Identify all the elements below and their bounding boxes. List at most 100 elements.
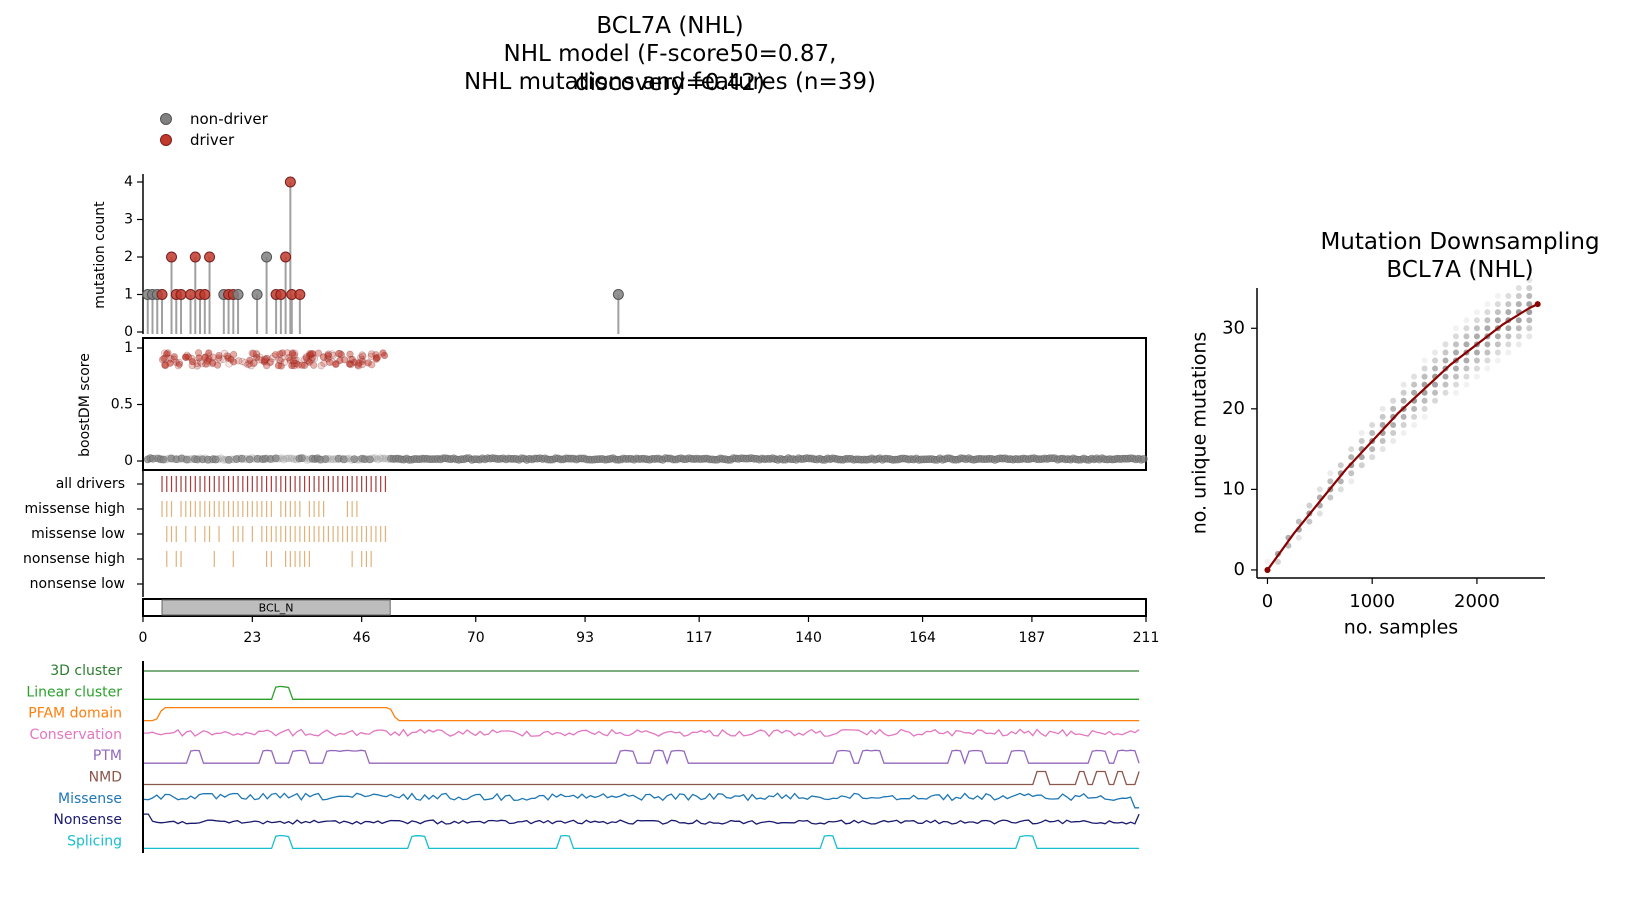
feature-line <box>144 813 1140 825</box>
downsampling-point <box>1432 349 1439 356</box>
boostdm-driver-point <box>359 352 367 360</box>
boostdm-driver-point <box>193 362 201 370</box>
boostdm-driver-point <box>347 360 355 369</box>
downsampling-point <box>1484 341 1491 348</box>
lollipop-driver-point <box>284 176 296 188</box>
boostdm-nondriver-point <box>298 454 306 463</box>
boostdm-ytick-label: 0.5 <box>111 397 133 413</box>
boostdm-driver-point <box>245 360 253 368</box>
downsampling-point <box>1421 373 1428 380</box>
downsampling-point <box>1327 470 1334 477</box>
boostdm-nondriver-point <box>326 455 335 464</box>
boostdm-driver-point <box>203 357 212 365</box>
boostdm-nondriver-point <box>271 454 280 463</box>
downsampling-xtick-label: 0 <box>1262 591 1273 612</box>
boostdm-driver-point <box>276 350 284 358</box>
downsampling-point <box>1452 341 1459 348</box>
downsampling-point <box>1337 486 1344 493</box>
boostdm-driver-point <box>329 351 337 360</box>
lollipop-driver-point <box>156 289 168 300</box>
boostdm-driver-point <box>198 360 206 368</box>
downsampling-point <box>1348 470 1355 477</box>
downsampling-point <box>1463 333 1470 340</box>
domain-label: BCL_N <box>259 602 294 615</box>
boostdm-driver-point <box>290 359 298 368</box>
track-label: nonsense low <box>30 576 125 592</box>
x-tick-label: 0 <box>139 630 148 646</box>
downsampling-point <box>1337 462 1344 469</box>
boostdm-driver-point <box>309 350 317 358</box>
boostdm-driver-point <box>253 353 261 362</box>
downsampling-point <box>1379 413 1386 420</box>
downsampling-point <box>1442 373 1449 380</box>
downsampling-point <box>1432 389 1439 396</box>
downsampling-point <box>1411 413 1418 420</box>
downsampling-point <box>1473 357 1480 364</box>
boostdm-driver-point <box>175 358 183 366</box>
boostdm-driver-point <box>170 353 178 361</box>
downsampling-point <box>1473 317 1480 324</box>
boostdm-driver-point <box>166 359 174 367</box>
boostdm-driver-point <box>317 362 325 370</box>
boostdm-driver-point <box>220 349 229 357</box>
downsampling-point <box>1432 357 1439 364</box>
downsampling-point <box>1515 341 1522 348</box>
downsampling-point <box>1463 381 1470 388</box>
boostdm-driver-point <box>328 350 336 358</box>
downsampling-point <box>1306 502 1313 509</box>
x-tick-label: 23 <box>243 630 261 646</box>
boostdm-driver-point <box>290 362 298 370</box>
downsampling-point <box>1348 454 1355 461</box>
legend-label-driver: driver <box>190 130 235 149</box>
boostdm-nondriver-point <box>214 455 223 464</box>
boostdm-driver-point <box>188 361 196 370</box>
downsampling-point <box>1473 349 1480 356</box>
feature-label: Missense <box>58 791 122 807</box>
downsampling-point <box>1400 389 1407 396</box>
lollipop-driver-point <box>275 289 287 300</box>
downsampling-point <box>1526 285 1533 291</box>
feature-line <box>144 834 1140 850</box>
boostdm-nondriver-point <box>376 454 385 463</box>
downsampling-point <box>1348 478 1355 485</box>
boostdm-driver-point <box>182 353 190 361</box>
downsampling-point <box>1316 510 1323 517</box>
downsampling-point <box>1494 309 1501 316</box>
boostdm-driver-point <box>291 356 299 365</box>
boostdm-driver-point <box>188 358 197 366</box>
boostdm-driver-point <box>358 351 366 359</box>
downsampling-point <box>1494 357 1501 364</box>
downsampling-point <box>1295 534 1302 541</box>
boostdm-driver-point <box>175 360 184 368</box>
boostdm-driver-point <box>355 359 363 367</box>
boostdm-driver-point <box>332 360 340 368</box>
downsampling-point <box>1432 381 1439 388</box>
x-tick-label: 117 <box>686 630 713 646</box>
downsampling-trend-start <box>1264 566 1271 573</box>
downsampling-title-line2: BCL7A (NHL) <box>1386 257 1534 283</box>
downsampling-point <box>1400 421 1407 428</box>
lollipop-nondriver-point <box>612 289 624 300</box>
boostdm-driver-point <box>246 356 254 364</box>
downsampling-point <box>1264 558 1271 565</box>
downsampling-point <box>1484 325 1491 332</box>
lollipop-ytick-label: 1 <box>124 287 133 303</box>
feature-line <box>143 792 1140 809</box>
downsampling-point <box>1463 365 1470 372</box>
downsampling-point <box>1452 349 1459 356</box>
downsampling-point <box>1358 462 1365 469</box>
boostdm-nondriver-point <box>277 454 285 463</box>
downsampling-point <box>1432 397 1439 404</box>
boostdm-driver-point <box>293 356 301 364</box>
boostdm-driver-point <box>183 351 191 359</box>
lollipop-driver-point <box>294 289 306 300</box>
downsampling-point <box>1484 349 1491 356</box>
downsampling-point <box>1505 349 1512 356</box>
boostdm-driver-point <box>196 358 205 366</box>
track-label: all drivers <box>56 476 125 492</box>
downsampling-point <box>1494 349 1501 356</box>
boostdm-driver-point <box>348 355 356 363</box>
lollipop-nondriver-point <box>232 289 244 300</box>
boostdm-driver-point <box>306 350 314 358</box>
downsampling-ylabel: no. unique mutations <box>1189 332 1211 535</box>
